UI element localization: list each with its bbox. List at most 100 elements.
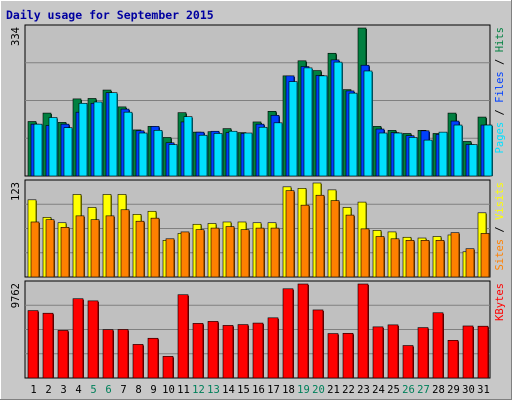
bar-pages-18: [288, 81, 298, 177]
bar-kbytes-25: [387, 324, 399, 379]
bar-pages-9: [153, 130, 163, 177]
x-tick-label: 1: [30, 384, 36, 396]
bar-pages-22: [348, 92, 358, 177]
bar-sites-13: [210, 227, 220, 278]
legend-separator: /: [494, 220, 506, 239]
bar-pages-15: [243, 132, 253, 177]
x-tick-label: 8: [135, 384, 141, 396]
bar-pages-29: [453, 124, 463, 177]
x-tick-label: 31: [477, 384, 490, 396]
bar-pages-2: [48, 117, 58, 177]
bar-kbytes-8: [132, 344, 144, 379]
x-tick-label: 20: [312, 384, 325, 396]
x-tick-label: 3: [60, 384, 66, 396]
bar-sites-30: [465, 248, 475, 278]
bar-kbytes-9: [147, 337, 159, 379]
bar-pages-20: [318, 75, 328, 177]
x-tick-label: 29: [447, 384, 460, 396]
x-tick-label: 13: [207, 384, 220, 396]
bar-sites-12: [195, 229, 205, 278]
bar-sites-2: [45, 219, 55, 278]
bar-kbytes-4: [72, 298, 84, 379]
bar-kbytes-24: [372, 326, 384, 379]
bar-pages-11: [183, 116, 193, 177]
bar-kbytes-6: [102, 329, 114, 379]
bar-sites-18: [285, 190, 295, 278]
bar-kbytes-3: [57, 330, 69, 379]
bar-sites-1: [30, 221, 40, 278]
bar-kbytes-22: [342, 332, 354, 379]
panel-visits-sites: 123 Sites / Visits: [10, 179, 506, 278]
series-pages: [33, 61, 493, 177]
bar-sites-24: [375, 236, 385, 278]
panel-legend: Sites / Visits: [494, 182, 506, 271]
legend-separator: /: [494, 52, 506, 71]
bar-kbytes-29: [447, 340, 459, 379]
bar-pages-21: [333, 61, 343, 177]
bar-kbytes-20: [312, 309, 324, 379]
bar-sites-21: [330, 200, 340, 278]
bar-pages-17: [273, 122, 283, 177]
bar-sites-3: [60, 227, 70, 278]
panel-legend: Pages / Files / Hits: [494, 27, 506, 153]
legend-item-files: Files: [494, 71, 506, 103]
bar-kbytes-28: [432, 312, 444, 379]
bar-pages-30: [468, 144, 478, 177]
bar-pages-14: [228, 130, 238, 177]
bar-sites-15: [240, 229, 250, 278]
x-tick-label: 16: [252, 384, 265, 396]
y-max-label: 123: [10, 182, 22, 201]
x-tick-label: 10: [162, 384, 175, 396]
x-tick-label: 9: [150, 384, 156, 396]
x-tick-label: 2: [45, 384, 51, 396]
bar-pages-7: [123, 111, 133, 177]
bar-pages-28: [438, 131, 448, 177]
bar-kbytes-27: [417, 327, 429, 379]
bar-sites-16: [255, 227, 265, 278]
legend-item-pages: Pages: [494, 122, 506, 154]
x-tick-label: 26: [402, 384, 415, 396]
bar-sites-11: [180, 231, 190, 278]
bar-sites-22: [345, 214, 355, 278]
x-tick-label: 18: [282, 384, 295, 396]
bar-kbytes-7: [117, 329, 129, 379]
bar-kbytes-1: [27, 310, 39, 379]
bar-sites-10: [165, 238, 175, 278]
bar-pages-19: [303, 67, 313, 177]
legend-item-visits: Visits: [494, 182, 506, 220]
x-tick-label: 28: [432, 384, 445, 396]
bar-kbytes-30: [462, 325, 474, 379]
x-tick-label: 21: [327, 384, 340, 396]
x-tick-label: 27: [417, 384, 430, 396]
bar-sites-28: [435, 240, 445, 278]
bar-kbytes-12: [192, 323, 204, 379]
bar-pages-8: [138, 132, 148, 177]
bar-kbytes-17: [267, 317, 279, 379]
bar-pages-3: [63, 127, 73, 177]
series-kbytes: [27, 283, 489, 379]
bar-pages-6: [108, 92, 118, 177]
bar-sites-23: [360, 228, 370, 278]
legend-item-hits: Hits: [494, 27, 506, 52]
chart-title: Daily usage for September 2015: [6, 8, 214, 22]
bar-kbytes-31: [477, 325, 489, 379]
bar-sites-27: [420, 240, 430, 278]
bar-kbytes-15: [237, 324, 249, 379]
bar-sites-26: [405, 240, 415, 278]
x-tick-label: 14: [222, 384, 235, 396]
bar-kbytes-2: [42, 312, 54, 379]
legend-item-sites: Sites: [494, 239, 506, 271]
bar-kbytes-5: [87, 300, 99, 379]
x-tick-label: 15: [237, 384, 250, 396]
bar-sites-7: [120, 209, 130, 278]
bar-pages-23: [363, 70, 373, 177]
bar-kbytes-21: [327, 333, 339, 379]
bar-pages-12: [198, 134, 208, 177]
x-tick-label: 24: [372, 384, 385, 396]
bar-sites-4: [75, 215, 85, 278]
bar-pages-25: [393, 132, 403, 177]
bar-sites-14: [225, 226, 235, 278]
bar-pages-24: [378, 132, 388, 177]
x-axis-labels: 1 2 3 4 5 6 7 8 9 10 11 12 13 14 15 16 17 18 19 20 21 22 23 24 2…: [30, 384, 489, 396]
bar-sites-8: [135, 220, 145, 278]
